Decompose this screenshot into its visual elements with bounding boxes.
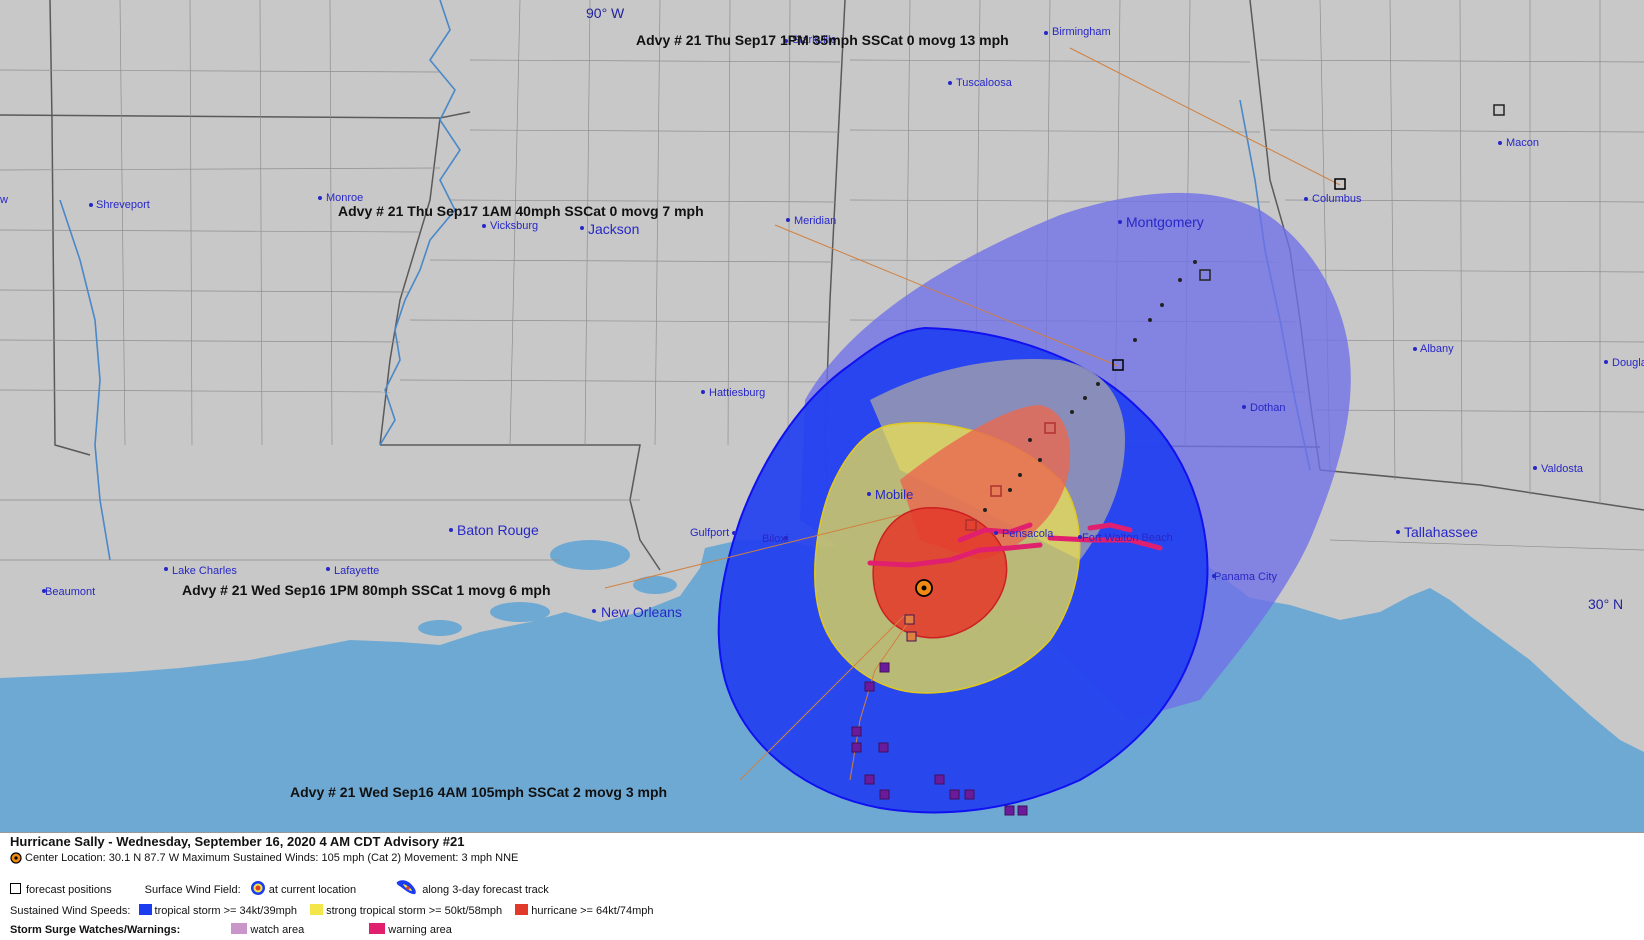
- forecast-position: [990, 485, 1002, 497]
- bay-2: [418, 620, 462, 636]
- at-current-location-label: at current location: [268, 884, 357, 896]
- legend-wind-field-row: forecast positions Surface Wind Field: a…: [10, 878, 549, 896]
- city-label: Lafayette: [334, 565, 379, 577]
- strong-tropical-storm-swatch: [310, 904, 324, 915]
- city-label: Tuscaloosa: [956, 77, 1013, 89]
- hurricane-swatch: [515, 904, 529, 915]
- city-label: Douglas: [1612, 357, 1644, 369]
- legend-center-line: Center Location: 30.1 N 87.7 W Maximum S…: [10, 852, 518, 864]
- lake-pontchartrain: [550, 540, 630, 570]
- center-location-text: Center Location: 30.1 N 87.7 W Maximum S…: [25, 852, 519, 864]
- city-label: Gulfport: [690, 527, 729, 539]
- legend-storm-surge-row: Storm Surge Watches/Warnings: watch area…: [10, 923, 452, 936]
- city-label: Macon: [1506, 137, 1539, 149]
- current-location-wind-icon: [250, 881, 265, 895]
- leader-lines: [604, 47, 1341, 781]
- surface-wind-field-label: Surface Wind Field:: [144, 884, 241, 896]
- lake-borgne: [633, 576, 677, 594]
- city-label: Monroe: [326, 192, 363, 204]
- city-label: Jackson: [588, 221, 639, 237]
- city-label: Dothan: [1250, 402, 1285, 414]
- advisory-label: Advy # 21 Thu Sep17 1PM 35mph SSCat 0 mo…: [636, 32, 1009, 48]
- city-label: Fort Walton Beach: [1082, 532, 1173, 544]
- city-label: Biloxi: [762, 533, 788, 545]
- city-label: Baton Rouge: [457, 522, 539, 538]
- tropical-storm-swatch: [138, 904, 152, 915]
- current-center-icon: [915, 579, 933, 597]
- watch-area-swatch: [231, 923, 248, 934]
- forecast-position: [965, 519, 977, 531]
- city-label: Pensacola: [1002, 528, 1054, 540]
- city-label: Shreveport: [96, 199, 150, 211]
- watch-area-label: watch area: [250, 924, 305, 936]
- past-positions: [851, 614, 1028, 816]
- tropical-storm-label: tropical storm >= 34kt/39mph: [154, 905, 297, 917]
- city-label: Lake Charles: [172, 565, 237, 577]
- city-label: Montgomery: [1126, 214, 1204, 230]
- city-label: Panama City: [1214, 571, 1277, 583]
- map-legend: Hurricane Sally - Wednesday, September 1…: [0, 832, 1644, 940]
- forecast-positions-label: forecast positions: [26, 884, 112, 896]
- along-track-label: along 3-day forecast track: [422, 884, 549, 896]
- city-label: Starkville: [792, 34, 837, 46]
- city-label: Columbus: [1312, 193, 1362, 205]
- forecast-position: [1199, 269, 1211, 281]
- forecast-position-markers: [965, 104, 1505, 531]
- warning-area-label: warning area: [388, 924, 452, 936]
- advisory-label: Advy # 21 Wed Sep16 4AM 105mph SSCat 2 m…: [290, 784, 667, 800]
- hurricane-label: hurricane >= 64kt/74mph: [531, 905, 654, 917]
- city-label: Mobile: [875, 487, 913, 502]
- forecast-position: [1112, 359, 1124, 371]
- forecast-position: [1044, 422, 1056, 434]
- city-label: Birmingham: [1052, 26, 1111, 38]
- longitude-label: 90° W: [586, 5, 625, 21]
- hurricane-map: 90° W 30° N Birmingham Starkville Tuscal…: [0, 0, 1644, 832]
- forecast-track-wind-icon: [396, 880, 417, 895]
- city-label: Meridian: [794, 215, 836, 227]
- warning-area-swatch: [369, 923, 386, 934]
- city-label: Vicksburg: [490, 220, 538, 232]
- city-label: Beaumont: [45, 586, 95, 598]
- legend-title: Hurricane Sally - Wednesday, September 1…: [10, 834, 465, 849]
- forecast-track: [983, 260, 1197, 512]
- forecast-position: [1334, 178, 1346, 190]
- city-label: New Orleans: [601, 604, 682, 620]
- city-label: Hattiesburg: [709, 387, 765, 399]
- storm-surge-label: Storm Surge Watches/Warnings:: [10, 924, 181, 936]
- sustained-wind-speeds-label: Sustained Wind Speeds:: [10, 905, 131, 917]
- city-label: w: [0, 194, 8, 206]
- bay-1: [490, 602, 550, 622]
- hurricane-field-current: [872, 506, 1008, 639]
- city-label: Albany: [1420, 343, 1454, 355]
- legend-wind-speeds-row: Sustained Wind Speeds: tropical storm >=…: [10, 904, 654, 917]
- latitude-label: 30° N: [1588, 596, 1623, 612]
- storm-surge-warning: [867, 522, 1163, 568]
- current-center-icon: [10, 852, 22, 864]
- cities: Birmingham Starkville Tuscaloosa Macon C…: [0, 26, 1644, 620]
- city-label: Tallahassee: [1404, 524, 1478, 540]
- forecast-position-icon: [10, 883, 21, 894]
- city-label: Valdosta: [1541, 463, 1584, 475]
- forecast-position: [1493, 104, 1505, 116]
- advisory-label: Advy # 21 Thu Sep17 1AM 40mph SSCat 0 mo…: [338, 203, 704, 219]
- advisory-label: Advy # 21 Wed Sep16 1PM 80mph SSCat 1 mo…: [182, 582, 551, 598]
- strong-tropical-storm-label: strong tropical storm >= 50kt/58mph: [326, 905, 503, 917]
